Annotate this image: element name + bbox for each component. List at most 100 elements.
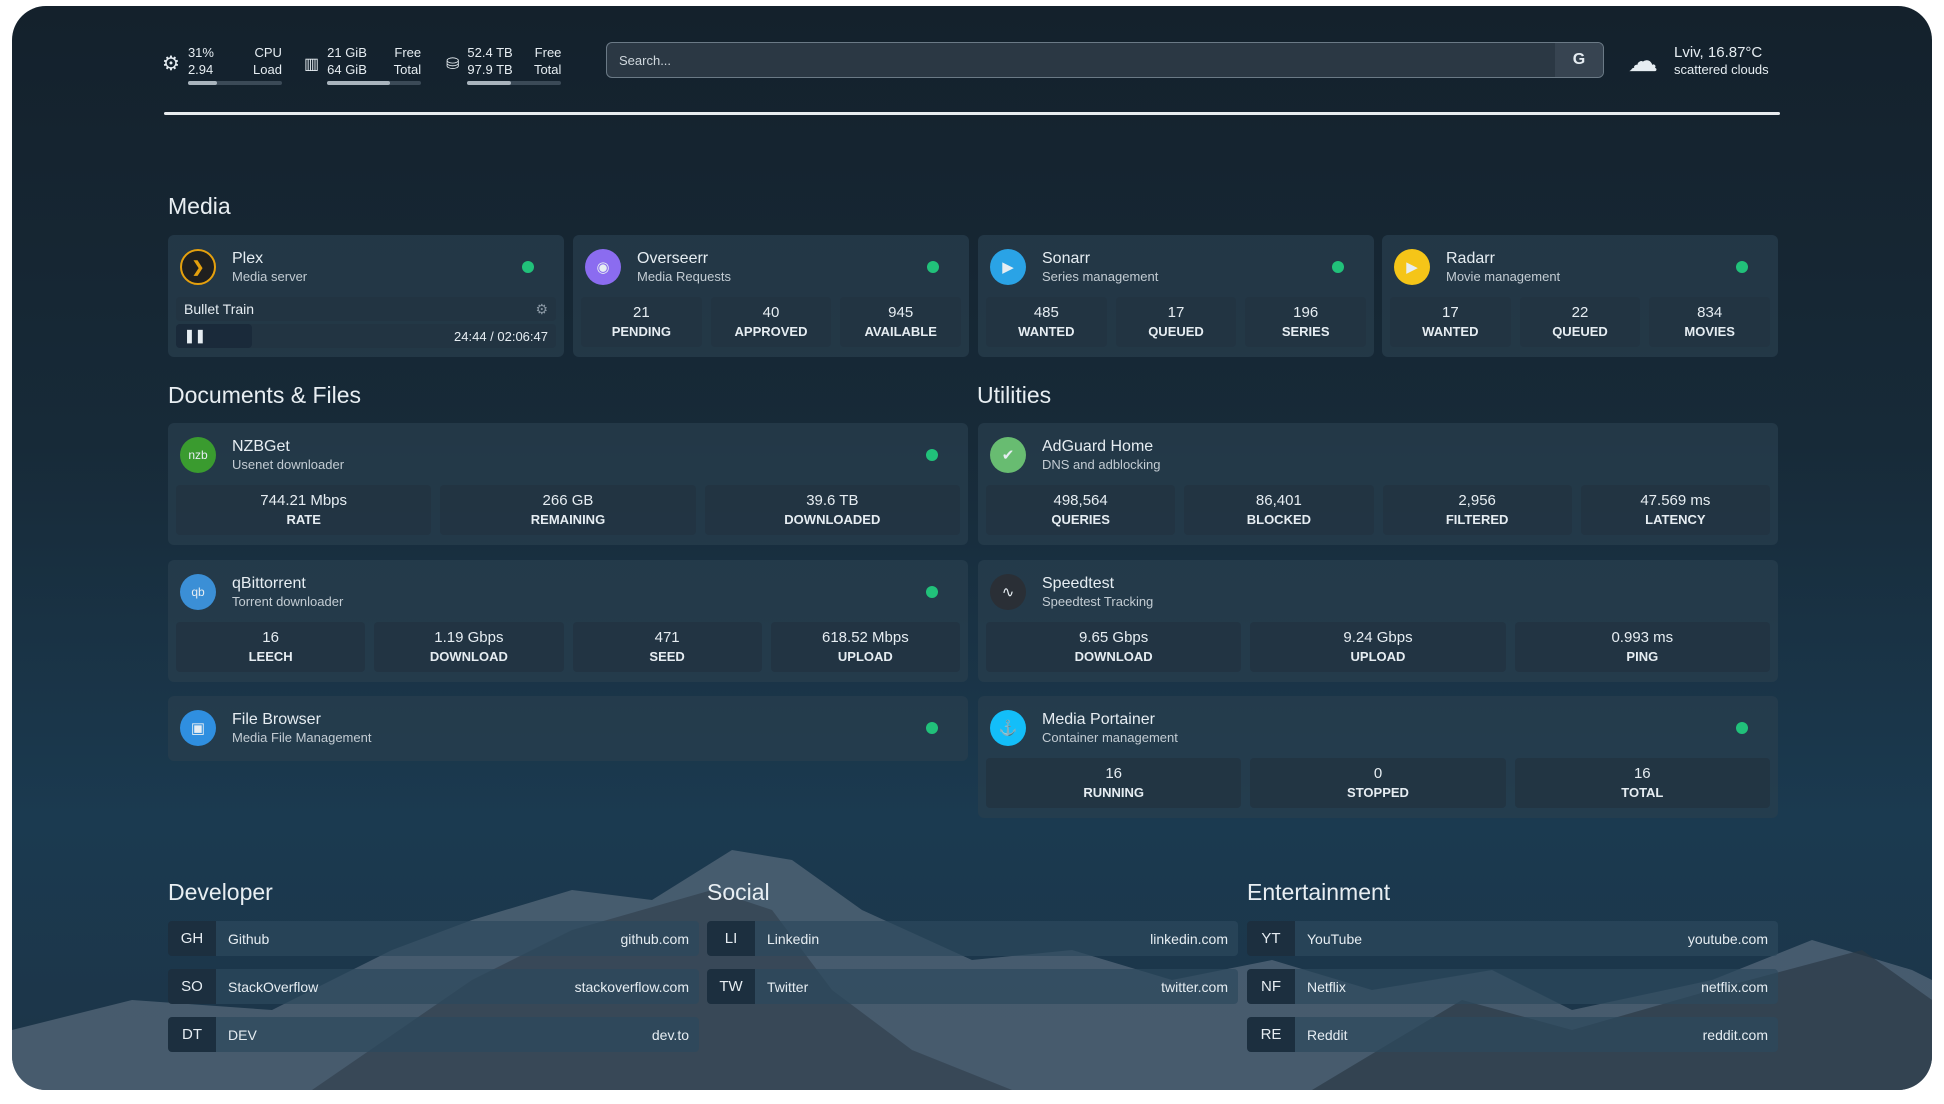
service-info: NZBGet Usenet downloader (232, 437, 344, 473)
bookmark-name: YouTube (1307, 930, 1363, 947)
bookmark-twitter[interactable]: TW Twitter twitter.com (707, 969, 1238, 1004)
service-description: Usenet downloader (232, 457, 345, 472)
service-card-adguard[interactable]: ✔ AdGuard Home DNS and adblocking 498,564 QU… (978, 423, 1778, 545)
service-info: Speedtest Speedtest Tracking (1042, 574, 1153, 610)
stat-label: LATENCY (1645, 512, 1706, 527)
service-description: Movie management (1446, 269, 1561, 284)
stat-value: 9.65 Gbps (1079, 629, 1149, 646)
disk-icon: ⛁ (446, 56, 460, 73)
service-description: Series management (1042, 269, 1159, 284)
bookmark-abbr: DT (168, 1017, 216, 1052)
section-title-entertainment: Entertainment (1247, 879, 1391, 905)
search-provider-button[interactable]: G (1555, 43, 1603, 77)
settings-icon[interactable]: ⚙ (535, 300, 548, 317)
stat-label: QUERIES (1051, 512, 1110, 527)
service-info: Overseerr Media Requests (637, 249, 731, 285)
service-card-radarr[interactable]: ▶ Radarr Movie management 17 WANTED 22 QUEUED 8… (1382, 235, 1778, 357)
pause-icon[interactable]: ❚❚ (184, 328, 206, 343)
stat-box: 16 TOTAL (1514, 758, 1770, 808)
stat-label: QUEUED (1552, 324, 1608, 339)
status-dot (1332, 261, 1344, 273)
bookmark-linkedin[interactable]: LI Linkedin linkedin.com (707, 921, 1238, 956)
stat-box: 17 WANTED (1390, 297, 1511, 347)
stat-label: WANTED (1422, 324, 1479, 339)
disk-stat: ⛁ 52.4 TB 97.9 TB Free Total (446, 44, 562, 85)
bookmark-github[interactable]: GH Github github.com (168, 921, 699, 956)
stat-box: 9.24 Gbps UPLOAD (1250, 622, 1506, 672)
weather-widget[interactable]: ☁ Lviv, 16.87°C scattered clouds (1628, 44, 1769, 78)
service-card-filebrowser[interactable]: ▣ File Browser Media File Management (168, 696, 968, 761)
card-header: ◉ Overseerr Media Requests (581, 245, 961, 289)
service-info: Media Portainer Container management (1042, 710, 1178, 746)
status-dot (1736, 722, 1748, 734)
stat-box: 40 APPROVED (710, 297, 832, 347)
cpu-load: 2.94 (187, 62, 214, 77)
card-header: ∿ Speedtest Speedtest Tracking (986, 570, 1770, 614)
memory-free: 21 GiB (327, 45, 367, 60)
service-card-nzbget[interactable]: nzb NZBGet Usenet downloader 744.21 Mbps RAT… (168, 423, 968, 545)
stat-box: 834 MOVIES (1649, 297, 1771, 347)
cpu-percent: 31% (187, 45, 214, 60)
stat-box: 0 STOPPED (1250, 758, 1506, 808)
stat-value: 47.569 ms (1640, 492, 1711, 509)
section-title-developer: Developer (168, 879, 273, 905)
disk-bar (467, 81, 562, 85)
bookmarks-entertainment: YT YouTube youtube.com NF Netflix netflix.com… (1247, 921, 1778, 1065)
disk-free: 52.4 TB (467, 45, 513, 60)
bookmark-url: stackoverflow.com (574, 978, 689, 995)
playback-time: 24:44 / 02:06:47 (454, 328, 548, 344)
status-dot (926, 722, 938, 734)
stat-label: RATE (286, 512, 321, 527)
stat-box: 196 SERIES (1245, 297, 1367, 347)
search-bar: G (606, 42, 1604, 78)
bookmark-stackoverflow[interactable]: SO StackOverflow stackoverflow.com (168, 969, 699, 1004)
card-header: ▶ Sonarr Series management (986, 245, 1366, 289)
bookmark-body: Netflix netflix.com (1295, 969, 1778, 1004)
card-header: ⚓ Media Portainer Container management (986, 706, 1770, 750)
bookmark-netflix[interactable]: NF Netflix netflix.com (1247, 969, 1778, 1004)
stat-label: MOVIES (1684, 324, 1735, 339)
service-info: Sonarr Series management (1042, 249, 1158, 285)
service-description: Media File Management (232, 730, 372, 745)
service-card-qbittorrent[interactable]: qb qBittorrent Torrent downloader 16 LEECH 1.… (168, 560, 968, 682)
stat-label: QUEUED (1148, 324, 1204, 339)
stat-box: 0.993 ms PING (1514, 622, 1770, 672)
card-header: qb qBittorrent Torrent downloader (176, 570, 960, 614)
stats-row: 485 WANTED 17 QUEUED 196 SERIES (986, 297, 1367, 347)
stats-row: 17 WANTED 22 QUEUED 834 MOVIES (1390, 297, 1771, 347)
section-title-social: Social (707, 879, 770, 905)
playback-progress (176, 324, 252, 348)
service-info: AdGuard Home DNS and adblocking (1042, 437, 1161, 473)
stat-value: 196 (1293, 304, 1319, 321)
stat-value: 86,401 (1255, 492, 1302, 509)
memory-total: 64 GiB (327, 62, 367, 77)
bookmark-youtube[interactable]: YT YouTube youtube.com (1247, 921, 1778, 956)
bookmark-url: dev.to (651, 1026, 689, 1043)
bookmark-reddit[interactable]: RE Reddit reddit.com (1247, 1017, 1778, 1052)
stat-box: 9.65 Gbps DOWNLOAD (986, 622, 1242, 672)
service-card-sonarr[interactable]: ▶ Sonarr Series management 485 WANTED 17 QUEUE… (978, 235, 1374, 357)
stat-value: 40 (762, 304, 780, 321)
service-name: NZBGet (232, 438, 290, 455)
memory-icon: ▥ (304, 56, 320, 73)
bookmarks-developer: GH Github github.com SO StackOverflow stackov… (168, 921, 699, 1065)
service-card-portainer[interactable]: ⚓ Media Portainer Container management 16 RU… (978, 696, 1778, 818)
bookmark-name: Twitter (767, 978, 809, 995)
service-description: Speedtest Tracking (1042, 594, 1154, 609)
search-input[interactable] (607, 52, 1555, 68)
bookmark-url: github.com (620, 930, 689, 947)
stat-value: 17 (1167, 304, 1185, 321)
bookmark-dev[interactable]: DT DEV dev.to (168, 1017, 699, 1052)
service-description: DNS and adblocking (1042, 457, 1161, 472)
service-description: Media Requests (637, 269, 731, 284)
service-card-plex[interactable]: ❯ Plex Media server Bullet Train ⚙ ❚❚ 24:44… (168, 235, 564, 357)
cpu-icon: ⚙ (162, 53, 180, 75)
bookmark-name: Linkedin (767, 930, 820, 947)
stat-value: 2,956 (1458, 492, 1496, 509)
stats-row: 744.21 Mbps RATE 266 GB REMAINING 39.6 TB DOW… (176, 485, 960, 535)
bookmark-url: reddit.com (1702, 1026, 1768, 1043)
service-card-speedtest[interactable]: ∿ Speedtest Speedtest Tracking 9.65 Gbps DOW… (978, 560, 1778, 682)
service-card-overseerr[interactable]: ◉ Overseerr Media Requests 21 PENDING 40 APPRO… (573, 235, 969, 357)
bookmark-abbr: GH (168, 921, 216, 956)
bookmark-abbr: SO (168, 969, 216, 1004)
